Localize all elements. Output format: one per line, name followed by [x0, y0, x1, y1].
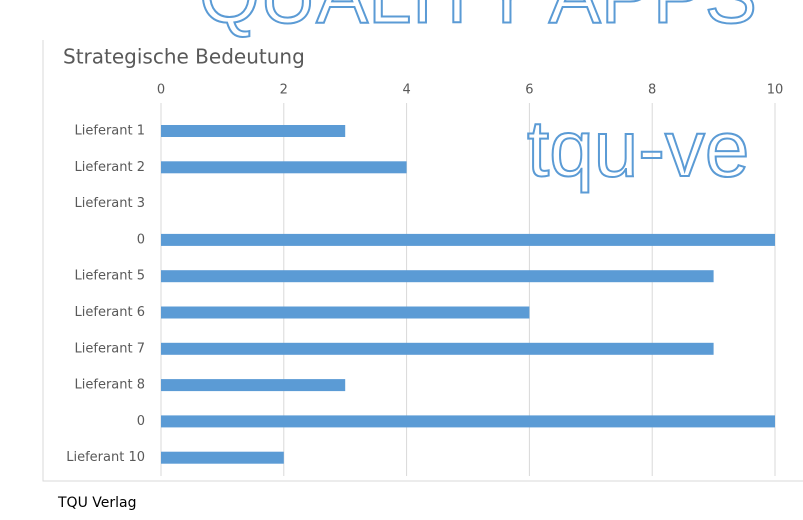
bar — [161, 270, 714, 283]
bar — [161, 125, 346, 137]
bar — [161, 379, 346, 392]
chart-border — [42, 40, 803, 482]
plot: 0 2 4 6 8 10 Lieferant 1 Lieferant 2 Lieferant 3… — [66, 83, 784, 476]
x-tick-label: 6 — [525, 83, 533, 98]
x-tick-label: 4 — [402, 83, 410, 98]
y-tick-label: Lieferant 10 — [66, 450, 145, 465]
y-tick-label: Lieferant 3 — [75, 196, 145, 211]
x-tick-label: 10 — [767, 83, 784, 98]
bar — [161, 161, 407, 174]
x-tick-label: 8 — [648, 83, 656, 98]
y-tick-label: Lieferant 2 — [75, 160, 145, 175]
x-tick-label: 2 — [280, 83, 288, 98]
y-tick-label: Lieferant 6 — [75, 305, 145, 320]
y-tick-label: Lieferant 8 — [75, 378, 145, 393]
chart-title: Strategische Bedeutung — [63, 45, 305, 69]
y-tick-label: Lieferant 7 — [75, 341, 145, 356]
y-tick-label: Lieferant 5 — [75, 269, 145, 284]
watermark: QUALITY APPS — [199, 0, 757, 40]
x-tick-label: 0 — [157, 83, 165, 98]
y-tick-label: 0 — [137, 232, 145, 247]
bar — [161, 306, 530, 319]
y-tick-label: Lieferant 1 — [75, 124, 145, 139]
bar — [161, 342, 714, 355]
footer: TQU Verlag — [57, 495, 136, 511]
bar — [161, 451, 284, 464]
y-tick-label: 0 — [137, 414, 145, 429]
bar — [161, 233, 775, 246]
watermark: tqu-ve — [527, 104, 749, 193]
bar — [161, 415, 775, 428]
